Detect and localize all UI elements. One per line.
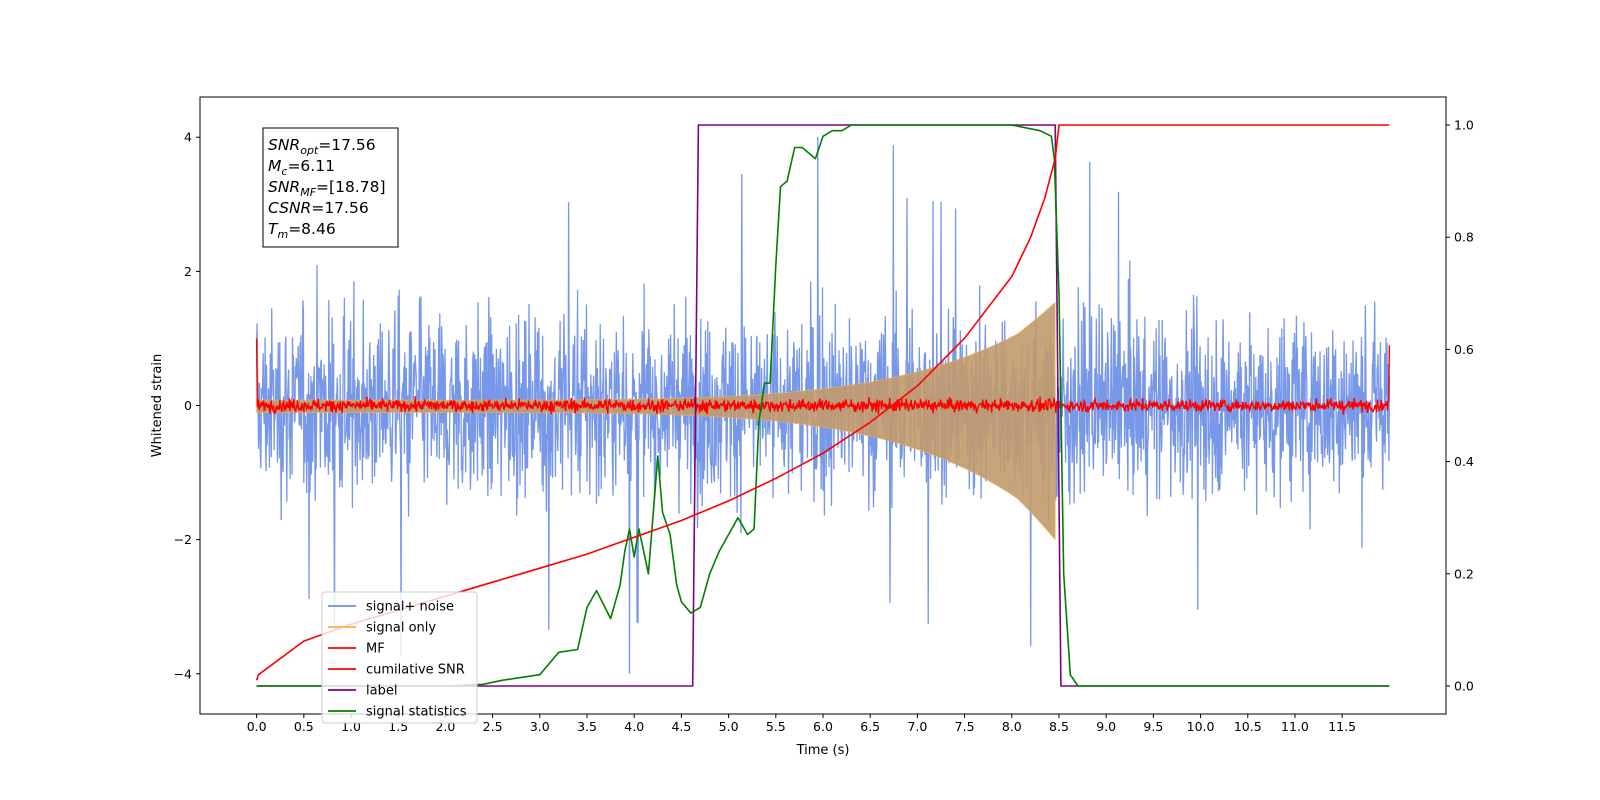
y-right-tick-label: 0.0 [1454,678,1474,693]
series-mf [255,338,1391,415]
y-right-tick-label: 0.6 [1454,342,1474,357]
legend-label: MF [366,642,385,657]
x-tick-label: 7.5 [955,719,975,734]
x-tick-label: 8.0 [1002,719,1022,734]
y-left-tick-label: 0 [184,398,192,413]
x-tick-label: 9.5 [1143,719,1163,734]
annotation-line: SNRopt=17.56 [268,136,376,157]
x-tick-label: 0.0 [247,719,267,734]
annotation-box: SNRopt=17.56Mc=6.11SNRMF=[18.78]CSNR=17.… [262,127,399,248]
x-tick-label: 10.0 [1187,719,1215,734]
series-signal-statistics [256,124,1390,687]
x-tick-label: 6.5 [860,719,880,734]
x-axis-label: Time (s) [796,743,850,758]
legend: signal+ noise signal only MF cumilative SNR… [321,591,478,724]
x-tick-label: 8.5 [1049,719,1069,734]
legend-label: label [366,684,397,699]
y-right-tick-label: 0.8 [1454,230,1474,245]
annotation-line: Mc=6.11 [268,157,335,178]
annotation-symbol: M [268,157,281,175]
x-tick-label: 4.5 [671,719,691,734]
x-tick-label: 5.0 [719,719,739,734]
annotation-value: =17.56 [318,136,375,154]
legend-label: signal+ noise [366,600,454,615]
legend-label: signal statistics [366,705,467,720]
x-tick-label: 3.5 [577,719,597,734]
annotation-line: CSNR=17.56 [268,199,369,217]
annotation-value: =[18.78] [316,178,385,196]
legend-label: cumilative SNR [366,663,465,678]
annotation-symbol: SNR [268,136,300,154]
x-tick-label: 10.5 [1234,719,1262,734]
y-left-tick-label: 4 [184,130,192,145]
y-left-tick-label: 2 [184,264,192,279]
annotation-value: =8.46 [288,220,336,238]
y-left-tick-label: −2 [174,532,192,547]
annotation-symbol: T [268,220,279,238]
legend-label: signal only [366,621,436,636]
series-signal-only [256,301,1056,541]
x-tick-label: 2.5 [483,719,503,734]
x-tick-label: 11.5 [1328,719,1356,734]
x-tick-label: 5.5 [766,719,786,734]
annotation-subscript: m [277,228,288,241]
y-right-tick-label: 0.2 [1454,566,1474,581]
annotation-subscript: c [281,165,287,178]
y-left-tick-label: −4 [174,666,192,681]
annotation-symbol: CSNR [268,199,311,217]
annotation-value: =6.11 [287,157,335,175]
x-tick-label: 9.0 [1096,719,1116,734]
x-tick-label: 3.0 [530,719,550,734]
x-tick-label: 11.0 [1281,719,1309,734]
annotation-symbol: SNR [268,178,300,196]
annotation-subscript: MF [300,186,316,199]
legend-frame [321,591,478,724]
y-right-tick-label: 1.0 [1454,118,1474,133]
x-tick-label: 0.5 [294,719,314,734]
annotation-frame [262,127,399,248]
y-axis-label: Whitened strain [150,354,165,457]
annotation-line: Tm=8.46 [268,220,336,241]
x-tick-label: 4.0 [624,719,644,734]
annotation-line: SNRMF=[18.78] [268,178,386,199]
annotation-value: =17.56 [311,199,368,217]
x-tick-label: 7.0 [907,719,927,734]
y-right-tick-label: 0.4 [1454,454,1474,469]
x-tick-label: 6.0 [813,719,833,734]
annotation-subscript: opt [300,144,319,157]
